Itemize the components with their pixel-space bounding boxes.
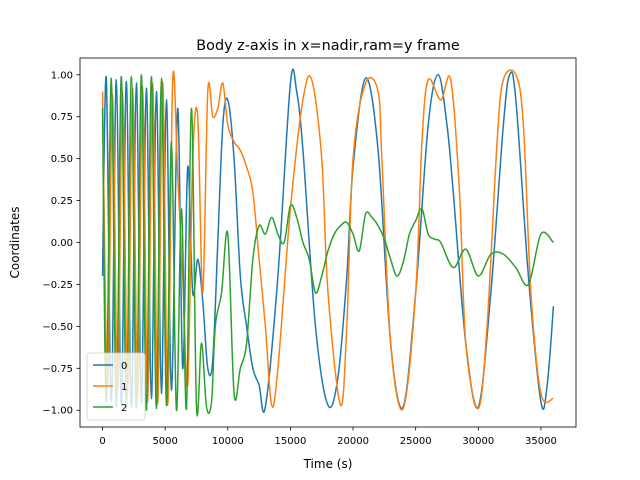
legend-box xyxy=(86,352,146,421)
x-tick-label: 35000 xyxy=(525,436,557,447)
x-tick-label: 5000 xyxy=(152,436,177,447)
y-tick-label: 0.25 xyxy=(51,196,73,207)
y-tick-label: 1.00 xyxy=(51,70,73,81)
x-tick-label: 20000 xyxy=(337,436,369,447)
y-tick-label: −0.50 xyxy=(42,322,73,333)
legend-label-0: 0 xyxy=(121,361,127,372)
y-tick-label: −0.25 xyxy=(42,280,73,291)
chart-title: Body z-axis in x=nadir,ram=y frame xyxy=(196,38,460,54)
x-tick-label: 15000 xyxy=(275,436,307,447)
series-line-0 xyxy=(101,68,555,413)
y-tick-label: 0.50 xyxy=(51,154,73,165)
x-axis: 0 5000 10000 15000 20000 25000 30000 35000 xyxy=(99,427,557,447)
x-tick-label: 10000 xyxy=(212,436,244,447)
x-axis-label: Time (s) xyxy=(303,457,353,471)
x-tick-label: 25000 xyxy=(400,436,432,447)
legend-label-2: 2 xyxy=(121,403,127,414)
x-tick-label: 0 xyxy=(99,436,105,447)
y-axis: −1.00 −0.75 −0.50 −0.25 0.00 0.25 0.50 0.75 1.00 xyxy=(42,70,80,417)
y-tick-label: 0.00 xyxy=(51,238,73,249)
y-tick-label: −1.00 xyxy=(42,406,73,417)
legend-label-1: 1 xyxy=(121,382,127,393)
legend: 0 1 2 xyxy=(86,352,146,421)
x-tick-label: 30000 xyxy=(462,436,494,447)
y-tick-label: 0.75 xyxy=(51,112,73,123)
y-tick-label: −0.75 xyxy=(42,364,73,375)
y-axis-label: Coordinates xyxy=(8,206,22,278)
